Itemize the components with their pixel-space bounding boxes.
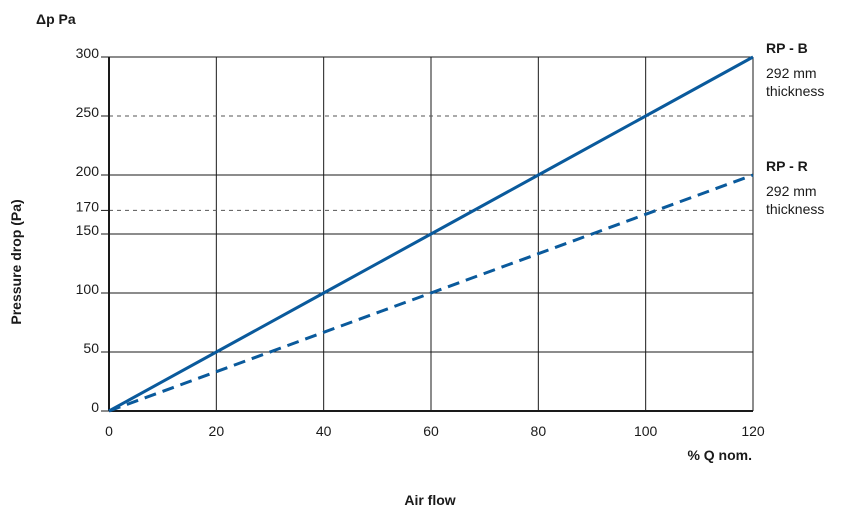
y-tick-label-50: 50 [83,340,99,356]
x-tick-label-60: 60 [423,423,439,439]
y-axis-label: Pressure drop (Pa) [8,199,24,324]
x-tick-label-20: 20 [209,423,225,439]
tick-labels: 0 20 40 60 80 100 120 0 50 100 150 200 250 300 170 [76,45,765,439]
series-note-rp-r-line1: 292 mm [766,183,817,199]
series-lines [108,55,754,413]
x-tick-label-100: 100 [634,423,658,439]
x-tick-label-80: 80 [531,423,547,439]
series-note-rp-r-line2: thickness [766,201,824,217]
y-tick-label-300: 300 [76,45,100,61]
y-axis-top-label: Δp Pa [36,11,76,27]
x-tick-label-0: 0 [105,423,113,439]
y-tick-label-150: 150 [76,222,100,238]
series-note-rp-b-line1: 292 mm [766,65,817,81]
y-tick-label-170: 170 [76,198,100,214]
series-label-rp-r: RP - R [766,158,808,174]
x-axis-label: Air flow [404,492,455,508]
y-tick-label-0: 0 [91,399,99,415]
y-tick-label-100: 100 [76,281,100,297]
series-note-rp-b-line2: thickness [766,83,824,99]
x-tick-label-120: 120 [741,423,765,439]
x-axis-unit-label: % Q nom. [687,447,752,463]
y-tick-label-200: 200 [76,163,100,179]
series-line-rp-b [108,55,754,413]
series-line-rp-r [108,173,754,413]
x-tick-label-40: 40 [316,423,332,439]
series-label-rp-b: RP - B [766,40,808,56]
axes [101,56,753,412]
y-tick-label-250: 250 [76,104,100,120]
